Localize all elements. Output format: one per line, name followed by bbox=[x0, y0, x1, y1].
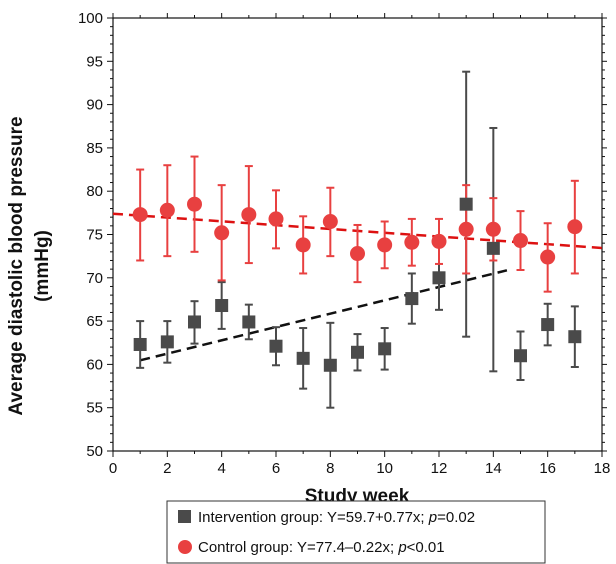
x-axis-ticks: 0 2 4 6 8 10 12 14 16 18 bbox=[109, 13, 611, 477]
data-point-series-0 bbox=[405, 292, 419, 306]
y-tick-label: 50 bbox=[86, 443, 103, 460]
x-tick-label: 0 bbox=[109, 460, 117, 477]
legend-marker-control bbox=[178, 540, 192, 554]
data-point-series-1 bbox=[187, 196, 202, 212]
data-point-series-1 bbox=[241, 207, 257, 223]
y-tick-label: 65 bbox=[86, 313, 103, 330]
legend-label-intervention: Intervention group: Y=59.7+0.77x; p=0.02 bbox=[198, 509, 475, 526]
y-axis-title-line1: Average diastolic blood pressure bbox=[6, 116, 27, 415]
data-point-series-0 bbox=[432, 271, 446, 285]
x-tick-label: 16 bbox=[539, 460, 556, 477]
y-tick-label: 80 bbox=[86, 183, 103, 200]
data-point-series-1 bbox=[540, 249, 556, 265]
data-point-series-1 bbox=[377, 237, 393, 253]
x-tick-label: 6 bbox=[272, 460, 280, 477]
data-point-series-0 bbox=[133, 337, 147, 351]
data-point-series-0 bbox=[378, 342, 392, 356]
data-point-series-0 bbox=[514, 349, 527, 363]
data-point-series-1 bbox=[214, 225, 230, 241]
data-point-series-0 bbox=[188, 315, 201, 329]
y-tick-label: 55 bbox=[86, 400, 103, 417]
x-tick-label: 18 bbox=[594, 460, 611, 477]
legend-label-control: Control group: Y=77.4–0.22x; p<0.01 bbox=[198, 539, 445, 556]
data-point-series-0 bbox=[296, 351, 310, 365]
data-point-series-1 bbox=[485, 221, 501, 237]
data-point-series-0 bbox=[459, 197, 473, 211]
data-point-series-1 bbox=[132, 207, 148, 223]
data-point-series-0 bbox=[215, 299, 229, 313]
data-markers bbox=[132, 196, 583, 372]
data-point-series-0 bbox=[541, 318, 555, 332]
data-point-series-1 bbox=[268, 211, 284, 227]
data-point-series-1 bbox=[567, 219, 583, 235]
data-point-series-0 bbox=[568, 330, 582, 344]
x-tick-label: 8 bbox=[326, 460, 334, 477]
y-axis-ticks: 50 55 60 65 70 75 80 85 90 95 100 bbox=[78, 10, 607, 460]
data-point-series-0 bbox=[486, 241, 500, 255]
data-point-series-0 bbox=[160, 335, 174, 349]
y-tick-label: 85 bbox=[86, 140, 103, 157]
x-tick-label: 4 bbox=[217, 460, 225, 477]
x-tick-label: 12 bbox=[431, 460, 448, 477]
data-point-series-0 bbox=[242, 315, 256, 329]
y-tick-label: 90 bbox=[86, 97, 103, 114]
legend-marker-intervention bbox=[178, 510, 191, 523]
y-tick-label: 100 bbox=[78, 10, 103, 27]
data-point-series-1 bbox=[458, 221, 474, 237]
data-point-series-1 bbox=[322, 214, 338, 230]
data-point-series-1 bbox=[431, 233, 447, 249]
legend: Intervention group: Y=59.7+0.77x; p=0.02… bbox=[166, 500, 546, 564]
data-point-series-0 bbox=[269, 339, 283, 353]
data-point-series-1 bbox=[295, 237, 311, 253]
data-point-series-0 bbox=[323, 358, 337, 372]
data-point-series-0 bbox=[351, 345, 364, 359]
x-tick-label: 14 bbox=[485, 460, 502, 477]
y-tick-label: 95 bbox=[86, 53, 103, 70]
x-tick-label: 2 bbox=[163, 460, 171, 477]
data-point-series-1 bbox=[513, 233, 528, 249]
y-tick-label: 60 bbox=[86, 356, 103, 373]
y-tick-label: 75 bbox=[86, 227, 103, 244]
y-tick-label: 70 bbox=[86, 270, 103, 287]
data-point-series-1 bbox=[350, 246, 365, 262]
x-tick-label: 10 bbox=[376, 460, 393, 477]
legend-box bbox=[166, 500, 546, 564]
data-point-series-1 bbox=[404, 234, 420, 250]
data-point-series-1 bbox=[159, 202, 175, 218]
y-axis-title-line2: (mmHg) bbox=[32, 230, 53, 302]
